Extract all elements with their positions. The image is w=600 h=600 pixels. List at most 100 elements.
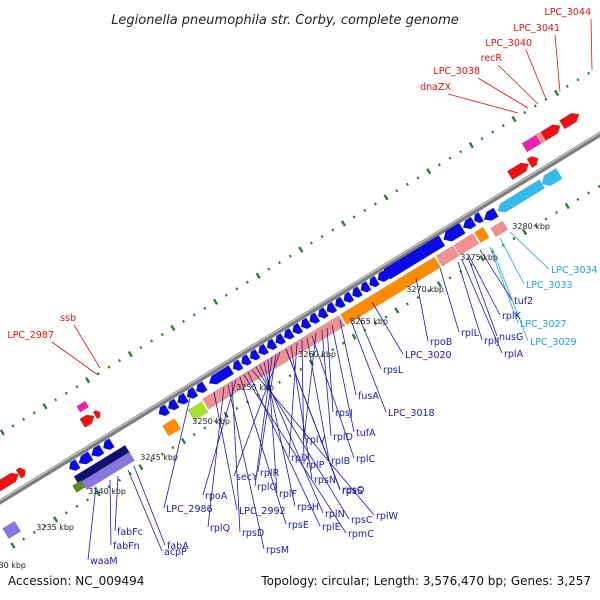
gene-label-recr: recR — [481, 53, 503, 64]
gene-label-lpc-2986: LPC_2986 — [166, 504, 213, 515]
outer-tick-row — [0, 71, 591, 436]
leader-line — [415, 277, 429, 342]
leader-line — [207, 386, 225, 528]
leader-line — [109, 479, 112, 546]
tick-mark — [277, 261, 281, 265]
tick-mark — [192, 313, 196, 317]
gene-label-rpsl: rpsL — [383, 365, 404, 376]
tick-mark — [85, 377, 91, 384]
tick-mark — [479, 255, 485, 262]
tick-mark — [192, 432, 196, 437]
gene-label-rpsh: rpsH — [297, 502, 319, 513]
gene-label-lpc-3044: LPC_3044 — [544, 7, 591, 18]
gene-feature — [540, 124, 561, 141]
kbp-label: 3230 kbp — [0, 561, 26, 570]
kbp-label: 3265 kbp — [350, 317, 388, 326]
kbp-label: 3280 kbp — [512, 222, 550, 231]
leader-line — [133, 465, 166, 546]
tick-mark — [436, 281, 442, 288]
gene-feature — [283, 327, 295, 340]
leader-line — [267, 359, 278, 494]
tick-mark — [564, 202, 570, 210]
gene-feature — [78, 451, 94, 465]
gene-feature — [526, 156, 539, 169]
leader-line — [331, 324, 355, 433]
gene-label-lpc-3038: LPC_3038 — [433, 66, 480, 77]
tick-mark — [256, 393, 260, 397]
gene-feature — [177, 392, 190, 405]
gene-label-lpc-3020: LPC_3020 — [405, 350, 452, 361]
leader-line — [357, 314, 382, 370]
tick-mark — [533, 104, 537, 108]
leader-line — [247, 371, 321, 527]
tick-mark — [384, 315, 388, 319]
tick-mark — [459, 150, 463, 154]
gene-feature — [474, 211, 485, 224]
leader-line — [590, 18, 593, 71]
leader-line — [285, 348, 341, 491]
tick-mark — [394, 307, 400, 314]
gene-feature — [15, 467, 26, 479]
gene-label-rpsc: rpsC — [351, 515, 373, 526]
tick-mark — [203, 426, 207, 430]
gene-label-lpc-3018: LPC_3018 — [388, 408, 435, 419]
tick-mark — [255, 272, 261, 279]
gene-label-rpsd: rpsD — [242, 528, 264, 539]
tick-mark — [544, 217, 548, 221]
gene-feature — [76, 400, 90, 413]
gene-feature — [309, 312, 321, 324]
gene-feature — [72, 480, 86, 493]
gene-feature — [202, 315, 346, 410]
gene-feature — [300, 317, 312, 330]
gene-label-secy: secY — [236, 472, 258, 483]
tick-mark — [288, 374, 292, 378]
leader-line — [467, 256, 498, 337]
gene-feature — [541, 168, 563, 187]
gene-label-rplc: rplC — [356, 454, 376, 465]
gene-label-ssb: ssb — [60, 313, 76, 324]
gene-feature — [317, 307, 329, 319]
gene-feature — [335, 296, 346, 309]
leader-line — [231, 381, 241, 533]
tick-mark — [64, 391, 68, 395]
tick-mark — [224, 293, 228, 297]
gene-label-waam: waaM — [90, 556, 118, 567]
tick-mark — [128, 472, 132, 476]
gene-label-rpll: rplL — [461, 328, 480, 339]
gene-feature — [275, 333, 287, 345]
tick-mark — [299, 367, 303, 371]
leader-line — [311, 335, 355, 459]
tick-mark — [448, 156, 452, 160]
tick-mark — [341, 341, 345, 345]
gene-feature — [559, 112, 580, 130]
tick-mark — [298, 246, 304, 253]
leader-line — [525, 49, 547, 100]
tick-mark — [555, 210, 559, 215]
tick-mark — [127, 350, 133, 358]
leader-line — [51, 341, 99, 376]
tick-mark — [320, 234, 324, 239]
tick-mark — [42, 403, 48, 410]
tick-mark — [480, 137, 484, 141]
tick-mark — [203, 306, 207, 310]
tick-mark — [351, 333, 357, 340]
tick-mark — [533, 224, 537, 228]
tick-mark — [235, 406, 239, 410]
map-title: Legionella pneumophila str. Corby, compl… — [111, 13, 459, 28]
gene-feature — [81, 451, 135, 491]
gene-feature — [435, 245, 460, 267]
gene-feature — [521, 133, 543, 153]
gene-label-rpsq: rpsQ — [342, 485, 364, 496]
gene-label-lpc-3027: LPC_3027 — [520, 319, 567, 330]
leader-line — [461, 259, 503, 354]
tick-mark — [214, 419, 218, 424]
tick-mark — [139, 345, 143, 350]
leader-line — [243, 374, 347, 534]
gene-label-rplv: rplV — [306, 435, 326, 446]
gene-features — [0, 112, 580, 540]
tick-mark — [491, 130, 495, 134]
tick-mark — [468, 141, 474, 149]
tick-mark — [160, 332, 164, 337]
leader-line — [321, 329, 332, 437]
